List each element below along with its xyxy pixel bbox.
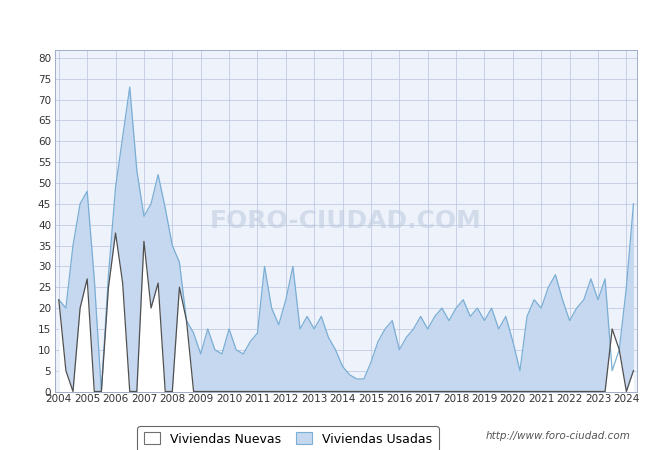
Legend: Viviendas Nuevas, Viviendas Usadas: Viviendas Nuevas, Viviendas Usadas bbox=[137, 426, 439, 450]
Text: Lorquí - Evolucion del Nº de Transacciones Inmobiliarias: Lorquí - Evolucion del Nº de Transaccion… bbox=[120, 12, 530, 28]
Text: http://www.foro-ciudad.com: http://www.foro-ciudad.com bbox=[486, 431, 630, 441]
Text: FORO-CIUDAD.COM: FORO-CIUDAD.COM bbox=[210, 208, 482, 233]
